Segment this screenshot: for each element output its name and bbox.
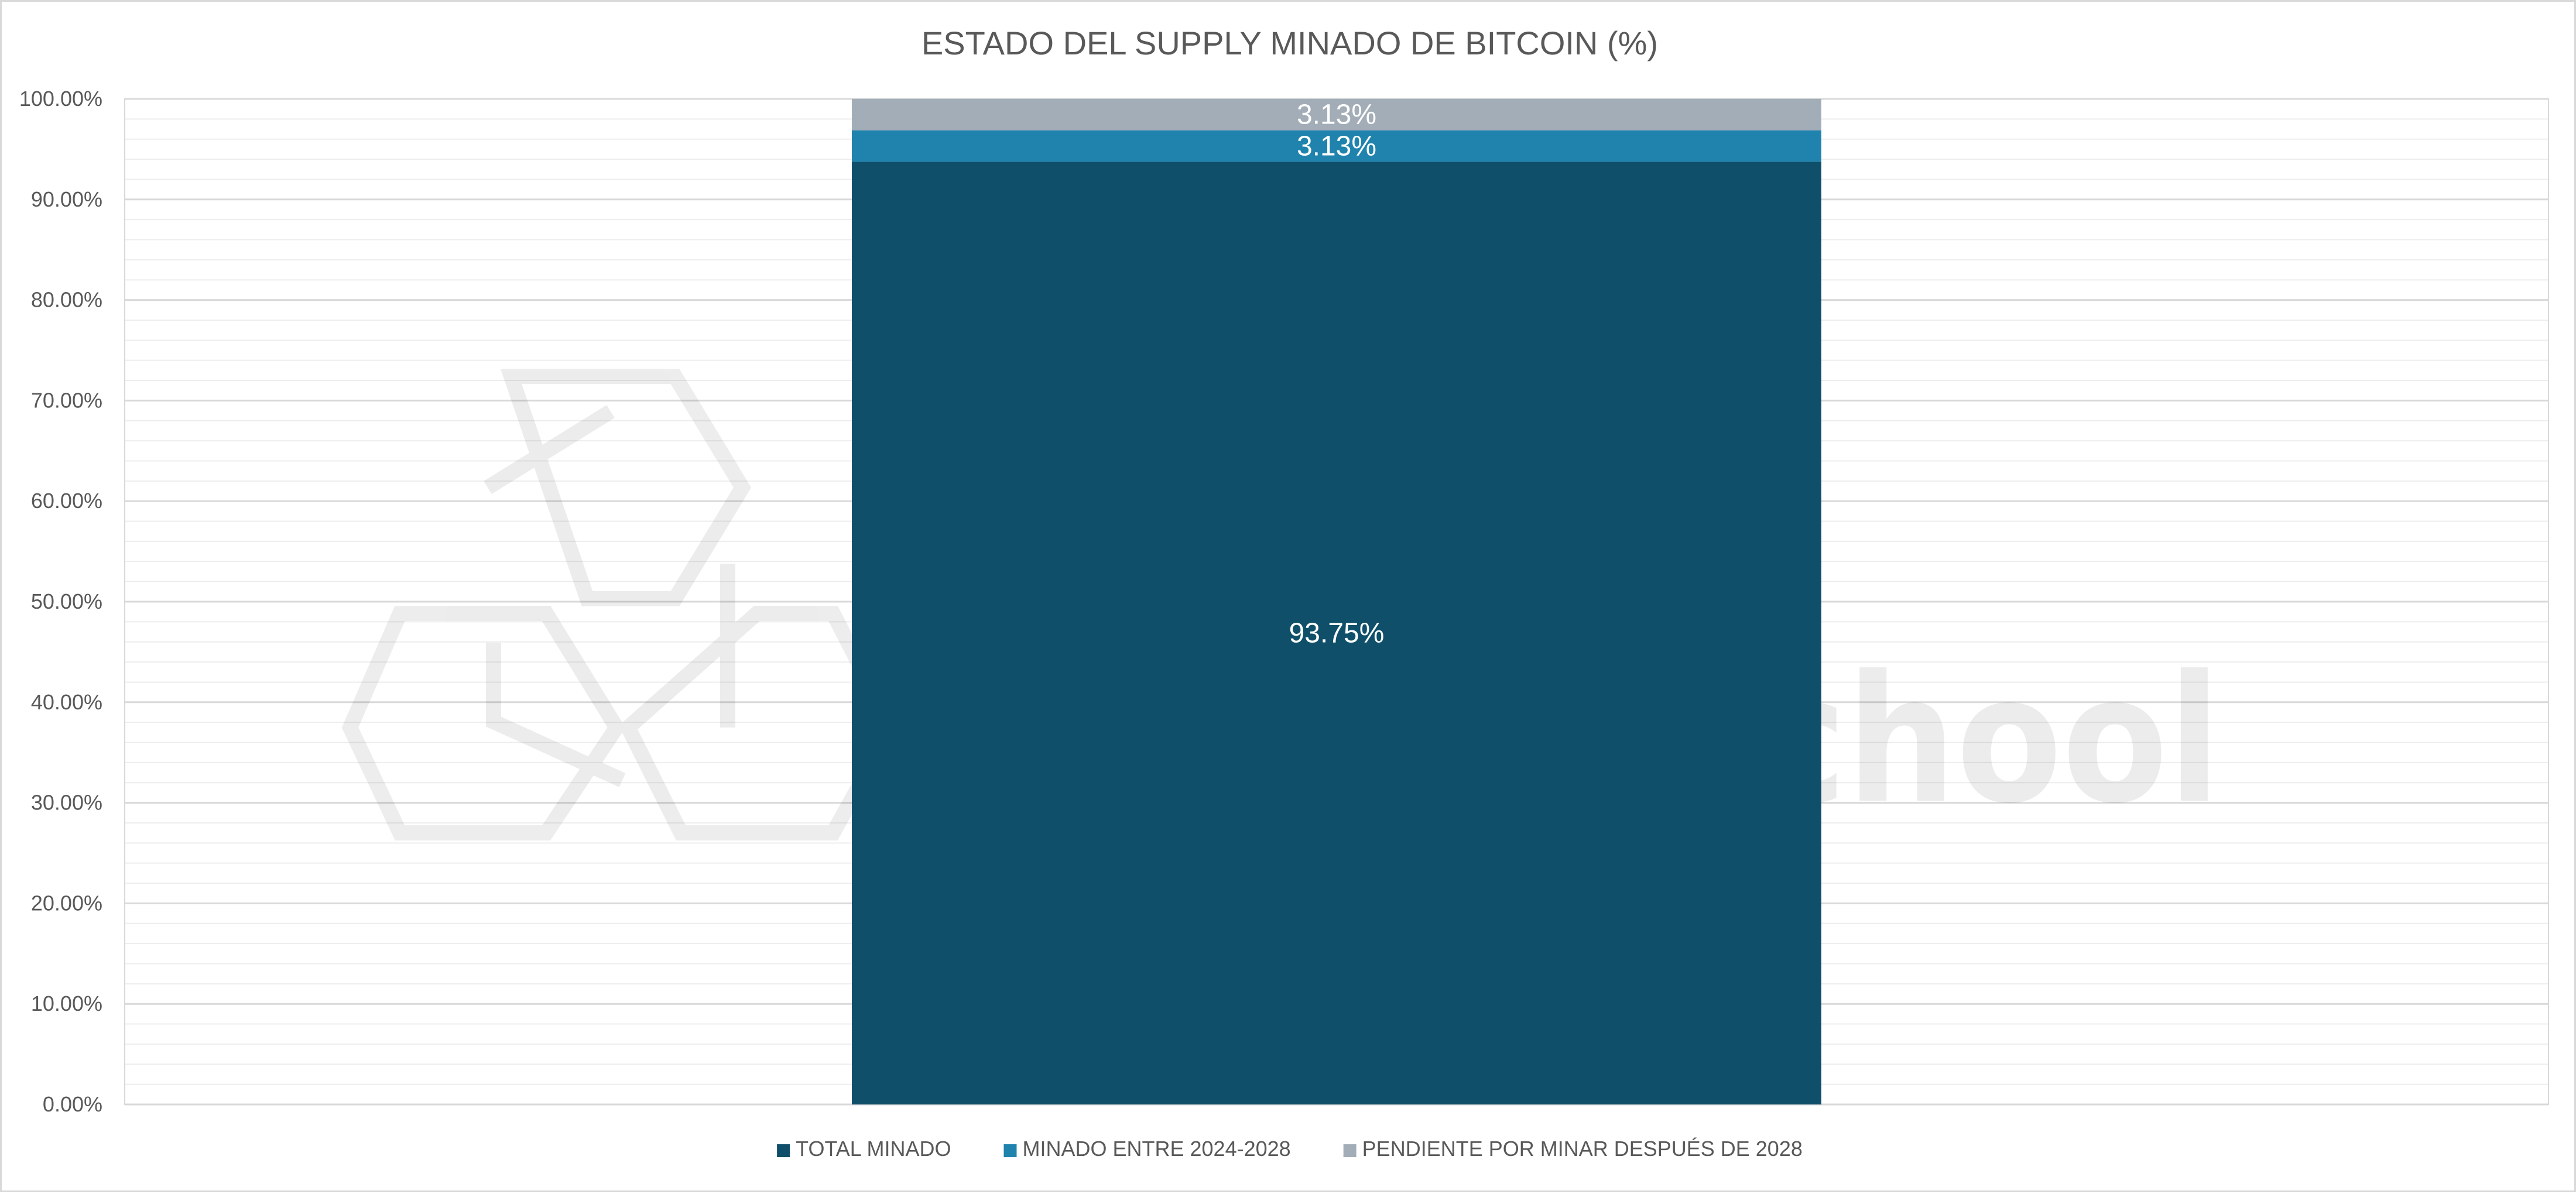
watermark-stroke bbox=[486, 643, 626, 787]
y-tick-label: 0.00% bbox=[43, 1092, 102, 1116]
y-axis-ticks: 0.00% 10.00% 20.00% 30.00% 40.00% 50.00% 60.00… bbox=[19, 87, 102, 1116]
watermark-stroke bbox=[484, 404, 615, 495]
watermark-hexagon-top bbox=[500, 369, 752, 606]
y-tick-label: 70.00% bbox=[31, 388, 102, 412]
y-tick-label: 30.00% bbox=[31, 791, 102, 815]
legend-item: PENDIENTE POR MINAR DESPUÉS DE 2028 bbox=[1343, 1137, 1803, 1161]
y-tick-label: 90.00% bbox=[31, 187, 102, 211]
bar-segment bbox=[852, 130, 1821, 162]
watermark-hexagon-right bbox=[618, 606, 900, 840]
legend-label: TOTAL MINADO bbox=[796, 1137, 951, 1161]
legend-swatch bbox=[1343, 1144, 1356, 1157]
bar-stack bbox=[852, 98, 1821, 1104]
legend-item: MINADO ENTRE 2024-2028 bbox=[1003, 1137, 1291, 1161]
y-tick-label: 50.00% bbox=[31, 589, 102, 613]
legend-swatch bbox=[1003, 1144, 1017, 1157]
watermark-hexagon-left bbox=[341, 606, 626, 840]
legend-label: MINADO ENTRE 2024-2028 bbox=[1022, 1137, 1290, 1161]
legend-swatch bbox=[777, 1144, 790, 1157]
data-label: 3.13% bbox=[1297, 131, 1376, 162]
y-tick-label: 10.00% bbox=[31, 991, 102, 1015]
data-label: 3.13% bbox=[1297, 100, 1376, 131]
y-tick-label: 20.00% bbox=[31, 891, 102, 915]
legend-label: PENDIENTE POR MINAR DESPUÉS DE 2028 bbox=[1362, 1137, 1803, 1161]
bar-segment bbox=[852, 162, 1821, 1104]
y-tick-label: 80.00% bbox=[31, 288, 102, 312]
bar-segment bbox=[852, 98, 1821, 131]
data-labels: 93.75% 3.13%3.13% bbox=[1289, 100, 1385, 649]
data-label: 93.75% bbox=[1289, 618, 1385, 649]
y-tick-label: 60.00% bbox=[31, 489, 102, 513]
legend: TOTAL MINADO MINADO ENTRE 2024-2028 PENDIE… bbox=[777, 1137, 1803, 1161]
y-tick-label: 40.00% bbox=[31, 690, 102, 714]
chart-title: ESTADO DEL SUPPLY MINADO DE BITCOIN (%) bbox=[922, 25, 1658, 61]
y-tick-label: 100.00% bbox=[19, 87, 102, 111]
legend-item: TOTAL MINADO bbox=[777, 1137, 951, 1161]
